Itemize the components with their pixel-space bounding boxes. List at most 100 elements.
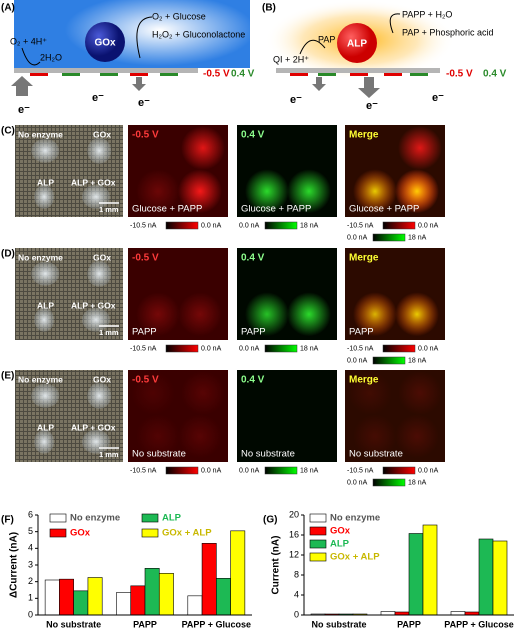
hydrogel-spot: [34, 184, 55, 209]
legend-swatch: [49, 528, 67, 538]
colorbar-label: 0.0 nA: [239, 467, 260, 474]
colorbar: [165, 344, 199, 353]
colorbar-label: 18 nA: [300, 345, 319, 352]
legend-swatch: [141, 513, 159, 523]
legend-swatch: [49, 513, 67, 523]
panel-label: (A): [1, 3, 15, 14]
bar: [87, 577, 103, 616]
colorbar-label: 18 nA: [300, 467, 319, 474]
y-tick-label: 12: [289, 549, 299, 559]
substrate-label: Glucose + PAPP: [349, 204, 419, 215]
reaction: PAP + Phosphoric acid: [402, 27, 493, 37]
heatmap-spot: [395, 292, 439, 337]
scale-bar-label: 1 mm: [99, 328, 119, 337]
colorbar-label: 0.0 nA: [347, 479, 368, 486]
bar: [130, 585, 146, 616]
bar: [408, 533, 424, 616]
colorbar-label: -10.5 nA: [130, 222, 157, 229]
colorbar-label: 0.0 nA: [418, 222, 439, 229]
arrow-up: [11, 76, 33, 96]
reactant: QI + 2H⁺: [273, 54, 309, 64]
arrow-down: [132, 77, 146, 91]
photo-label: ALP: [37, 300, 54, 310]
bar: [144, 568, 160, 616]
heatmap-title: Merge: [349, 253, 379, 264]
heatmap-title: 0.4 V: [241, 130, 265, 141]
colorbar-label: 0.0 nA: [347, 234, 368, 241]
y-axis-label: Current (nA): [271, 536, 282, 595]
electrode-segment: [384, 73, 402, 76]
x-tick-label: PAPP: [133, 619, 157, 629]
colorbar-label: -10.5 nA: [130, 345, 157, 352]
photo-label: GOx: [93, 252, 111, 262]
substrate-label: No substrate: [132, 449, 186, 460]
colorbar: [372, 356, 406, 365]
colorbar-label: -10.5 nA: [347, 467, 374, 474]
photo-label: ALP + GOx: [71, 300, 116, 310]
bar: [380, 611, 396, 616]
electrode-segment: [100, 73, 118, 76]
colorbar-label: 18 nA: [408, 234, 427, 241]
electrode-segment: [290, 73, 308, 76]
heatmap-spot: [136, 292, 180, 337]
colorbar: [382, 466, 416, 475]
scale-bar-label: 1 mm: [99, 205, 119, 214]
substrate-label: No substrate: [241, 449, 295, 460]
heatmap-title: Merge: [349, 375, 379, 386]
y-tick-label: 16: [289, 529, 299, 539]
bar: [216, 578, 231, 616]
legend-label: GOx + ALP: [330, 552, 380, 563]
colorbar-label: 0.0 nA: [347, 357, 368, 364]
potential: 0.4 V: [483, 69, 507, 80]
bar: [158, 573, 174, 616]
reaction-arrow: [389, 13, 401, 34]
y-tick-label: 5: [28, 526, 33, 536]
enzyme: [337, 23, 377, 63]
colorbar: [165, 466, 199, 475]
reactant: O₂ + 4H⁺: [10, 36, 47, 46]
photo-label: GOx: [93, 129, 111, 139]
y-tick-label: 4: [294, 589, 299, 599]
hydrogel-spot: [31, 138, 60, 163]
heatmap: [237, 370, 337, 462]
colorbar-label: -10.5 nA: [130, 467, 157, 474]
substrate-label: Glucose + PAPP: [132, 204, 202, 215]
photo-label: GOx: [93, 374, 111, 384]
panel-label: (G): [263, 515, 277, 526]
heatmap-spot: [181, 126, 225, 170]
bar: [478, 538, 494, 616]
electrode-segment: [130, 73, 148, 76]
panel-label: (B): [262, 3, 276, 14]
bar: [492, 540, 508, 616]
colorbar-label: 0.0 nA: [239, 345, 260, 352]
colorbar: [382, 344, 416, 353]
substrate-label: No substrate: [349, 449, 403, 460]
y-axis-label: ΔCurrent (nA): [9, 532, 20, 598]
electrode-segment: [160, 73, 178, 76]
hydrogel-spot: [31, 383, 60, 408]
heatmap-spot: [353, 292, 397, 337]
colorbar: [372, 478, 406, 487]
panel-label: (F): [1, 515, 14, 526]
legend-swatch: [309, 513, 327, 523]
heatmap-spot: [178, 169, 222, 214]
electrode: [14, 68, 198, 73]
reaction: O₂ + Glucose: [152, 11, 206, 21]
bar: [422, 524, 438, 616]
heatmap-spot: [395, 414, 439, 459]
photo-label: ALP + GOx: [71, 177, 116, 187]
heatmap-title: 0.4 V: [241, 253, 265, 264]
heatmap-spot: [287, 292, 331, 337]
colorbar-label: -10.5 nA: [347, 345, 374, 352]
legend-label: GOx: [330, 526, 351, 537]
x-tick-label: No substrate: [46, 619, 101, 629]
colorbar-label: 0.0 nA: [201, 222, 222, 229]
legend-label: GOx + ALP: [162, 528, 212, 539]
substrate-label: PAPP: [349, 327, 374, 338]
y-tick-label: 0: [28, 609, 33, 619]
heatmap-spot: [136, 414, 180, 459]
legend-swatch: [309, 552, 327, 562]
electron: e⁻: [138, 97, 150, 109]
photo-label: No enzyme: [18, 374, 63, 384]
heatmap-title: -0.5 V: [132, 253, 159, 264]
